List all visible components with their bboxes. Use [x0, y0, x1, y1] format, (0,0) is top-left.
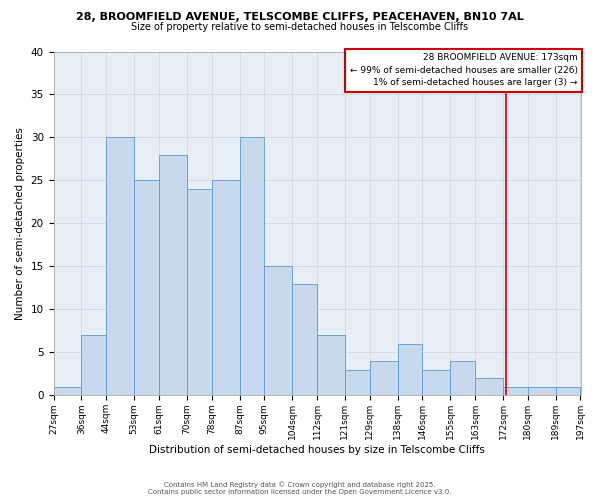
Bar [187, 189, 212, 396]
Bar [345, 370, 370, 396]
Bar [422, 370, 451, 396]
Bar [239, 138, 265, 396]
Bar [317, 335, 345, 396]
Bar [106, 138, 134, 396]
Text: Contains HM Land Registry data © Crown copyright and database right 2025.
Contai: Contains HM Land Registry data © Crown c… [148, 482, 452, 495]
Bar [370, 361, 398, 396]
Bar [398, 344, 422, 396]
Bar [212, 180, 239, 396]
Bar [134, 180, 159, 396]
Bar [53, 387, 82, 396]
Bar [503, 387, 528, 396]
Bar [451, 361, 475, 396]
Bar [556, 387, 580, 396]
Bar [265, 266, 292, 396]
Y-axis label: Number of semi-detached properties: Number of semi-detached properties [15, 127, 25, 320]
X-axis label: Distribution of semi-detached houses by size in Telscombe Cliffs: Distribution of semi-detached houses by … [149, 445, 485, 455]
Bar [528, 387, 556, 396]
Text: Size of property relative to semi-detached houses in Telscombe Cliffs: Size of property relative to semi-detach… [131, 22, 469, 32]
Bar [159, 154, 187, 396]
Text: 28, BROOMFIELD AVENUE, TELSCOMBE CLIFFS, PEACEHAVEN, BN10 7AL: 28, BROOMFIELD AVENUE, TELSCOMBE CLIFFS,… [76, 12, 524, 22]
Bar [292, 284, 317, 396]
Text: 28 BROOMFIELD AVENUE: 173sqm
← 99% of semi-detached houses are smaller (226)
1% : 28 BROOMFIELD AVENUE: 173sqm ← 99% of se… [350, 53, 578, 87]
Bar [82, 335, 106, 396]
Bar [475, 378, 503, 396]
